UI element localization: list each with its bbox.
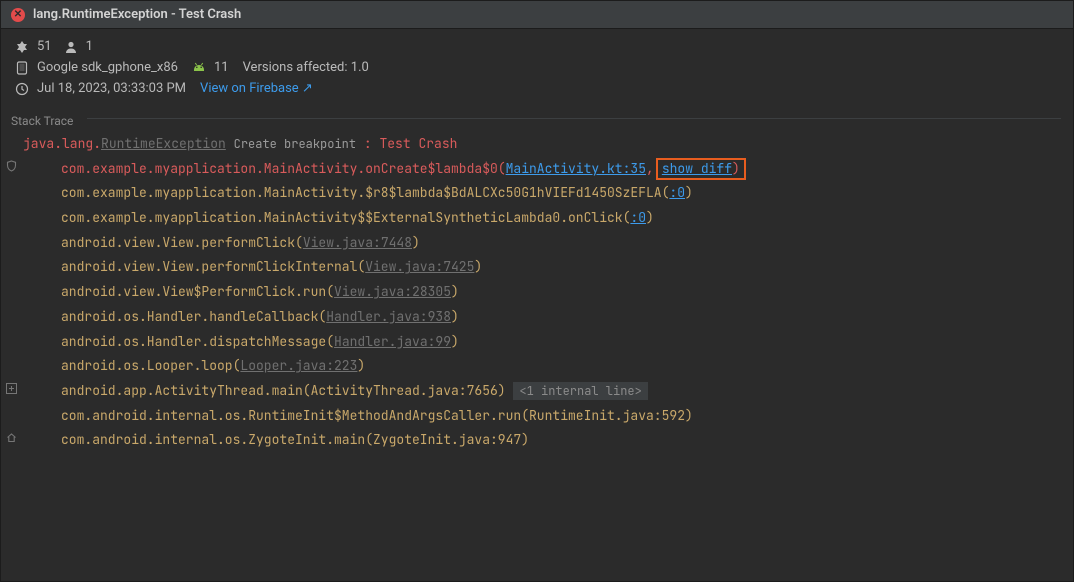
internal-lines-chip[interactable]: <1 internal line> <box>513 382 647 400</box>
device-name: Google sdk_gphone_x86 <box>37 60 178 75</box>
expand-icon[interactable] <box>5 382 18 395</box>
shield-icon <box>5 160 18 173</box>
frame-text: com.example.myapplication.MainActivity.o… <box>61 160 506 177</box>
stack-frame: com.example.myapplication.MainActivity.$… <box>1 181 1073 206</box>
exception-name[interactable]: RuntimeException <box>101 135 226 152</box>
frame-text: ) <box>474 258 482 275</box>
frame-text: ) <box>357 357 365 374</box>
bug-icon <box>15 40 29 54</box>
source-link[interactable]: View.java:7448 <box>303 234 412 251</box>
source-link[interactable]: Handler.java:99 <box>334 333 451 350</box>
source-link[interactable]: View.java:28305 <box>334 283 451 300</box>
exception-prefix: java.lang. <box>23 135 101 152</box>
exception-message: Test Crash <box>379 135 457 152</box>
create-breakpoint-button[interactable]: Create breakpoint <box>234 136 356 152</box>
stack-frame: android.os.Looper.loop(Looper.java:223) <box>1 354 1073 379</box>
panel-header: ✕ lang.RuntimeException - Test Crash <box>1 1 1073 29</box>
frame-text: ) <box>451 333 459 350</box>
frame-text: android.os.Looper.loop( <box>61 357 240 374</box>
versions-affected: Versions affected: 1.0 <box>243 60 369 75</box>
stack-frame: android.os.Handler.dispatchMessage(Handl… <box>1 330 1073 355</box>
frame-text: android.app.ActivityThread.main(Activity… <box>61 382 513 399</box>
frame-text: android.os.Handler.dispatchMessage( <box>61 333 334 350</box>
source-link[interactable]: Looper.java:223 <box>240 357 357 374</box>
crash-meta: 51 1 Google sdk_gphone_x86 11 Versions a… <box>1 29 1073 106</box>
panel-title: lang.RuntimeException - Test Crash <box>33 7 241 22</box>
frame-text: ) <box>646 209 654 226</box>
frame-text: android.view.View$PerformClick.run( <box>61 283 334 300</box>
android-icon <box>192 61 206 75</box>
frame-text: android.view.View.performClick( <box>61 234 303 251</box>
timestamp-row: Jul 18, 2023, 03:33:03 PM View on Fireba… <box>15 81 1059 96</box>
frame-text: , <box>646 160 654 177</box>
stack-frame: android.view.View.performClickInternal(V… <box>1 255 1073 280</box>
api-level: 11 <box>214 60 229 75</box>
stack-frame: android.app.ActivityThread.main(Activity… <box>1 379 1073 404</box>
stack-frame: android.view.View$PerformClick.run(View.… <box>1 280 1073 305</box>
user-icon <box>64 40 78 54</box>
stack-frame: com.example.myapplication.MainActivity.o… <box>1 157 1073 182</box>
frame-text: ) <box>451 283 459 300</box>
show-diff-link[interactable]: show diff <box>662 160 732 177</box>
frame-text: ) <box>451 308 459 325</box>
divider <box>87 118 1061 119</box>
frame-text: ) <box>412 234 420 251</box>
source-link[interactable]: Handler.java:938 <box>326 308 451 325</box>
source-link[interactable]: :0 <box>669 184 685 201</box>
stack-frame: android.os.Handler.handleCallback(Handle… <box>1 305 1073 330</box>
frame-text: ) <box>685 184 693 201</box>
source-link[interactable]: MainActivity.kt:35 <box>506 160 646 177</box>
crash-count: 51 <box>37 39 52 54</box>
frame-text: com.example.myapplication.MainActivity$$… <box>61 209 630 226</box>
frame-text: com.android.internal.os.RuntimeInit$Meth… <box>61 407 693 424</box>
counts-row: 51 1 <box>15 39 1059 54</box>
device-icon <box>15 61 29 75</box>
source-link[interactable]: View.java:7425 <box>365 258 474 275</box>
error-icon: ✕ <box>11 8 25 22</box>
device-row: Google sdk_gphone_x86 11 Versions affect… <box>15 60 1059 75</box>
source-link[interactable]: :0 <box>630 209 646 226</box>
clock-icon <box>15 82 29 96</box>
timestamp: Jul 18, 2023, 03:33:03 PM <box>37 81 186 96</box>
home-icon <box>5 431 18 444</box>
stack-frame: com.android.internal.os.ZygoteInit.main(… <box>1 428 1073 453</box>
stack-frame: com.android.internal.os.RuntimeInit$Meth… <box>1 404 1073 429</box>
frame-text: com.example.myapplication.MainActivity.$… <box>61 184 669 201</box>
frame-text: com.android.internal.os.ZygoteInit.main(… <box>61 431 529 448</box>
crash-panel: ✕ lang.RuntimeException - Test Crash 51 … <box>0 0 1074 582</box>
show-diff-highlight: show diff) <box>656 158 746 180</box>
frame-text: android.os.Handler.handleCallback( <box>61 308 326 325</box>
view-on-firebase-link[interactable]: View on Firebase ↗ <box>200 81 313 96</box>
frame-text: android.view.View.performClickInternal( <box>61 258 365 275</box>
exception-sep: : <box>356 135 379 152</box>
stack-trace-label: Stack Trace <box>1 106 83 130</box>
exception-line: java.lang.RuntimeException Create breakp… <box>1 132 1073 157</box>
stack-frame: android.view.View.performClick(View.java… <box>1 231 1073 256</box>
stack-frame: com.example.myapplication.MainActivity$$… <box>1 206 1073 231</box>
user-count: 1 <box>86 39 93 54</box>
stack-trace: java.lang.RuntimeException Create breakp… <box>1 130 1073 463</box>
